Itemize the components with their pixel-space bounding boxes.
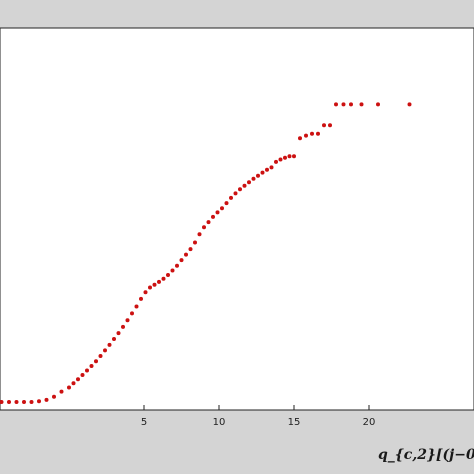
data-point [298, 136, 302, 141]
data-point [229, 195, 233, 200]
data-point [71, 381, 76, 386]
data-point [359, 102, 364, 107]
data-point [14, 400, 19, 404]
x-tick-label: 5 [141, 417, 147, 428]
data-point [349, 102, 353, 107]
data-point [103, 348, 107, 353]
x-tick-label: 20 [363, 417, 376, 428]
data-point [292, 154, 296, 159]
data-point [233, 191, 238, 196]
data-point [287, 154, 292, 159]
data-point [22, 400, 26, 404]
data-point [278, 157, 283, 162]
data-point [304, 133, 308, 138]
data-point [143, 290, 148, 295]
data-point [166, 273, 170, 277]
data-point [197, 232, 202, 237]
data-point [184, 252, 188, 257]
data-point [29, 400, 34, 404]
data-point [134, 304, 139, 309]
data-point [206, 220, 211, 225]
data-point [269, 165, 274, 170]
data-points [0, 102, 412, 404]
data-point [341, 102, 346, 107]
data-point [85, 368, 89, 373]
data-point [328, 123, 332, 128]
data-point [44, 397, 49, 402]
data-point [211, 214, 215, 219]
data-point [161, 276, 166, 281]
data-point [193, 240, 197, 245]
data-point [170, 268, 175, 273]
data-point [37, 399, 41, 404]
data-point [80, 373, 85, 377]
data-point [112, 337, 116, 341]
data-point [125, 318, 130, 323]
data-point [251, 176, 256, 181]
data-point [175, 263, 179, 268]
data-point [238, 187, 242, 192]
data-point [148, 285, 152, 290]
data-point [121, 324, 125, 329]
data-point [67, 385, 71, 390]
data-point [139, 296, 143, 301]
data-point [274, 159, 278, 164]
data-point [52, 394, 56, 399]
x-tick-label: 15 [288, 417, 301, 428]
data-point [265, 167, 269, 172]
plot-area [0, 27, 474, 411]
data-point [7, 400, 11, 404]
data-point [59, 389, 64, 394]
data-point [316, 131, 320, 136]
data-point [152, 282, 157, 287]
data-point [107, 342, 112, 347]
data-point [334, 102, 338, 107]
data-point [310, 131, 314, 136]
data-point [130, 311, 134, 316]
data-point [283, 155, 287, 160]
data-point [407, 102, 412, 107]
data-point [202, 225, 206, 230]
data-point [94, 359, 98, 364]
data-point [322, 123, 326, 128]
data-point [98, 354, 103, 358]
data-point [242, 183, 247, 188]
data-point [157, 279, 161, 284]
data-point [376, 102, 380, 107]
data-point [89, 364, 94, 368]
data-point [220, 206, 224, 211]
data-point [256, 173, 260, 178]
data-point [179, 258, 184, 263]
x-axis-label: q_{c,2}[(j−0 [378, 447, 474, 463]
data-point [76, 377, 80, 382]
data-point [0, 400, 4, 404]
data-point [224, 201, 229, 206]
data-point [215, 210, 220, 215]
x-tick-label: 10 [213, 417, 226, 428]
data-point [260, 170, 265, 175]
data-point [188, 247, 193, 252]
data-point [116, 331, 121, 336]
data-point [247, 180, 251, 185]
x-axis-ticks: 5 10 15 20 [141, 405, 376, 428]
